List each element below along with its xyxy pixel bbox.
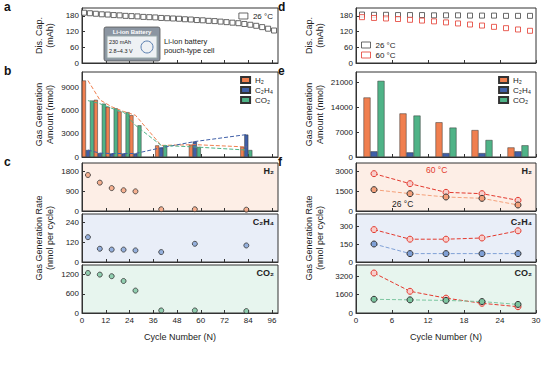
svg-text:Cycle Number (N): Cycle Number (N)	[144, 332, 216, 342]
svg-text:84: 84	[244, 316, 253, 325]
svg-text:CO₂: CO₂	[255, 96, 270, 105]
svg-text:900: 900	[66, 187, 80, 196]
svg-text:30: 30	[532, 316, 541, 325]
svg-text:Gas Generation Rate: Gas Generation Rate	[304, 195, 314, 280]
svg-text:e: e	[278, 64, 285, 78]
svg-text:48: 48	[173, 316, 182, 325]
svg-text:7000: 7000	[335, 128, 353, 137]
svg-text:600: 600	[66, 289, 80, 298]
svg-text:(nmol per cycle): (nmol per cycle)	[45, 206, 55, 270]
svg-text:0: 0	[75, 207, 80, 216]
svg-text:f: f	[278, 155, 283, 169]
svg-text:230 mAh: 230 mAh	[109, 39, 131, 45]
svg-text:3000: 3000	[61, 129, 79, 138]
svg-text:1600: 1600	[335, 290, 353, 299]
svg-text:0: 0	[75, 258, 80, 267]
svg-text:0: 0	[75, 153, 80, 162]
svg-text:H₂: H₂	[522, 166, 533, 176]
svg-text:0: 0	[349, 153, 354, 162]
svg-text:Dis. Cap.: Dis. Cap.	[34, 17, 44, 54]
svg-text:18: 18	[460, 316, 469, 325]
svg-text:26 °C: 26 °C	[253, 12, 273, 21]
svg-text:180: 180	[340, 11, 354, 20]
svg-text:0: 0	[75, 59, 80, 68]
svg-text:60 °C: 60 °C	[426, 165, 447, 175]
svg-text:pouch-type cell: pouch-type cell	[164, 46, 215, 55]
svg-text:300: 300	[340, 222, 354, 231]
svg-text:0: 0	[349, 258, 354, 267]
svg-text:0: 0	[348, 308, 353, 318]
svg-text:24: 24	[125, 316, 134, 325]
svg-text:C₂H₄: C₂H₄	[253, 217, 274, 227]
svg-text:6: 6	[390, 316, 395, 325]
svg-text:120: 120	[66, 27, 80, 36]
svg-text:3200: 3200	[335, 272, 353, 281]
svg-text:H₂: H₂	[264, 166, 275, 176]
svg-text:12: 12	[101, 316, 110, 325]
svg-text:0: 0	[349, 59, 354, 68]
svg-text:96: 96	[268, 316, 277, 325]
svg-text:60: 60	[196, 316, 205, 325]
svg-text:CO₂: CO₂	[257, 268, 275, 278]
svg-text:120: 120	[340, 27, 354, 36]
svg-text:26 °C: 26 °C	[392, 199, 413, 209]
svg-text:26 °C: 26 °C	[376, 41, 396, 50]
svg-text:72: 72	[220, 316, 229, 325]
svg-text:a: a	[4, 0, 11, 14]
svg-text:b: b	[4, 64, 11, 78]
svg-text:24: 24	[496, 316, 505, 325]
svg-text:0: 0	[80, 316, 85, 325]
svg-text:1200: 1200	[61, 270, 79, 279]
svg-text:60: 60	[344, 43, 353, 52]
svg-text:1500: 1500	[335, 187, 353, 196]
svg-text:Gas Generation: Gas Generation	[304, 83, 314, 147]
svg-text:Cycle Number (N): Cycle Number (N)	[410, 332, 482, 342]
svg-text:3000: 3000	[335, 167, 353, 176]
svg-text:C₂H₄: C₂H₄	[511, 217, 532, 227]
svg-text:Dis. Cap.: Dis. Cap.	[304, 17, 314, 54]
svg-text:Amount (nmol): Amount (nmol)	[315, 85, 325, 144]
svg-text:C₂H₄: C₂H₄	[255, 86, 273, 95]
svg-text:(mAh): (mAh)	[45, 23, 55, 48]
svg-text:21000: 21000	[331, 78, 354, 87]
svg-text:0: 0	[349, 207, 354, 216]
svg-text:9000: 9000	[61, 83, 79, 92]
svg-text:0: 0	[354, 316, 359, 325]
svg-text:60: 60	[70, 43, 79, 52]
svg-text:6000: 6000	[61, 106, 79, 115]
svg-text:H₂: H₂	[255, 76, 264, 85]
svg-text:(mAh): (mAh)	[315, 23, 325, 48]
svg-text:d: d	[278, 0, 285, 14]
svg-text:(nmol per cycle): (nmol per cycle)	[315, 206, 325, 270]
svg-text:Gas Generation Rate: Gas Generation Rate	[34, 195, 44, 280]
svg-text:240: 240	[66, 218, 80, 227]
svg-text:C₂H₄: C₂H₄	[513, 86, 531, 95]
svg-text:60 °C: 60 °C	[376, 51, 396, 60]
svg-text:0: 0	[74, 308, 79, 318]
svg-text:Gas Generation: Gas Generation	[34, 83, 44, 147]
svg-text:c: c	[4, 155, 11, 169]
svg-text:H₂: H₂	[513, 76, 522, 85]
svg-text:Li-ion battery: Li-ion battery	[164, 37, 208, 46]
svg-text:2.8~4.3 V: 2.8~4.3 V	[109, 48, 133, 54]
svg-text:12: 12	[424, 316, 433, 325]
svg-text:150: 150	[340, 240, 354, 249]
svg-text:CO₂: CO₂	[515, 268, 533, 278]
svg-text:1800: 1800	[61, 167, 79, 176]
svg-text:Amount (nmol): Amount (nmol)	[45, 85, 55, 144]
svg-text:CO₂: CO₂	[513, 96, 528, 105]
svg-text:Li-ion Battery: Li-ion Battery	[113, 29, 152, 35]
svg-text:120: 120	[66, 238, 80, 247]
svg-text:180: 180	[66, 11, 80, 20]
svg-text:14000: 14000	[331, 103, 354, 112]
svg-text:36: 36	[149, 316, 158, 325]
